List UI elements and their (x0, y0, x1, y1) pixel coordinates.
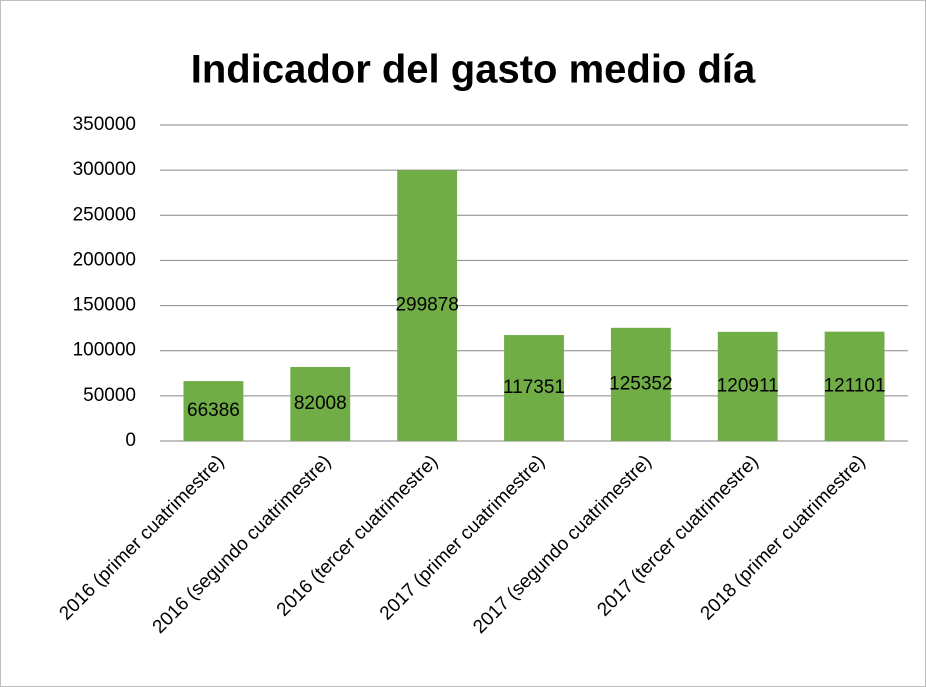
y-tick-label: 50000 (83, 385, 136, 406)
data-label: 299878 (395, 295, 458, 316)
data-label: 117351 (503, 377, 565, 398)
bar (183, 381, 244, 441)
bar (610, 327, 671, 441)
y-tick-label: 150000 (73, 295, 136, 316)
bar (504, 335, 564, 441)
y-tick-label: 0 (125, 430, 136, 451)
bar (290, 366, 351, 441)
bar (717, 331, 778, 441)
data-label: 121101 (824, 375, 886, 396)
chart-title: Indicador del gasto medio día (191, 48, 756, 92)
y-tick-label: 100000 (73, 340, 136, 361)
y-tick-label: 350000 (73, 114, 136, 135)
data-label: 125352 (609, 373, 672, 394)
data-label: 82008 (294, 393, 347, 414)
data-label: 120911 (717, 375, 779, 396)
data-label: 66386 (187, 400, 240, 421)
y-tick-label: 300000 (73, 159, 136, 180)
y-tick-label: 200000 (73, 249, 136, 270)
bar (824, 331, 885, 441)
bar (397, 170, 458, 442)
y-tick-label: 250000 (73, 204, 136, 225)
